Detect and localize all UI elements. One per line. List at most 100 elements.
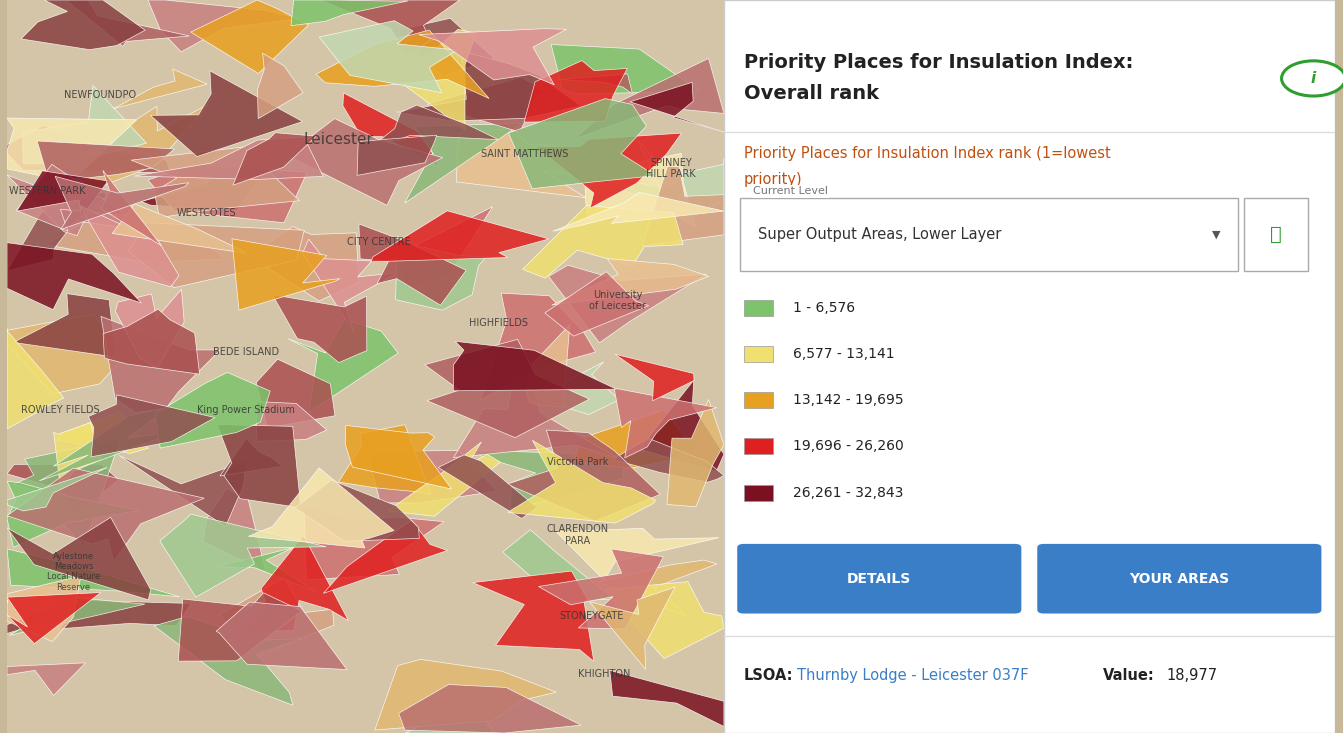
Polygon shape xyxy=(525,325,569,407)
Polygon shape xyxy=(457,128,586,198)
Text: NEWFOUNDPO: NEWFOUNDPO xyxy=(64,90,136,100)
Polygon shape xyxy=(7,468,107,511)
Polygon shape xyxy=(302,239,398,332)
Polygon shape xyxy=(21,0,145,50)
Polygon shape xyxy=(424,339,590,438)
Polygon shape xyxy=(50,600,191,630)
Text: BEDE ISLAND: BEDE ISLAND xyxy=(214,347,279,357)
Polygon shape xyxy=(219,578,334,656)
Polygon shape xyxy=(141,168,261,210)
Polygon shape xyxy=(419,29,567,85)
Text: Aylestone
Meadows
Local Nature
Reserve: Aylestone Meadows Local Nature Reserve xyxy=(47,552,99,592)
Polygon shape xyxy=(399,207,493,288)
Polygon shape xyxy=(368,451,497,503)
Text: KHIGHTON: KHIGHTON xyxy=(579,669,631,679)
Polygon shape xyxy=(396,51,580,121)
FancyBboxPatch shape xyxy=(744,346,774,362)
Polygon shape xyxy=(324,520,447,594)
Polygon shape xyxy=(614,438,724,482)
Polygon shape xyxy=(120,455,246,527)
FancyBboxPatch shape xyxy=(1245,198,1308,271)
Polygon shape xyxy=(55,177,189,229)
Polygon shape xyxy=(506,430,661,521)
Text: Victoria Park: Victoria Park xyxy=(547,457,608,467)
Polygon shape xyxy=(7,314,126,394)
Polygon shape xyxy=(232,133,316,185)
Polygon shape xyxy=(89,395,215,457)
Polygon shape xyxy=(559,74,633,94)
Polygon shape xyxy=(148,163,308,223)
Polygon shape xyxy=(7,576,81,641)
Polygon shape xyxy=(316,30,489,98)
Circle shape xyxy=(1281,61,1343,96)
Polygon shape xyxy=(359,224,466,305)
Polygon shape xyxy=(304,504,445,580)
FancyBboxPatch shape xyxy=(1037,544,1322,614)
Polygon shape xyxy=(154,372,270,448)
Polygon shape xyxy=(179,593,302,661)
Polygon shape xyxy=(642,166,724,246)
Polygon shape xyxy=(606,581,724,659)
Text: ▼: ▼ xyxy=(1213,229,1221,240)
Text: 13,142 - 19,695: 13,142 - 19,695 xyxy=(792,393,904,408)
Polygon shape xyxy=(404,124,522,203)
Polygon shape xyxy=(615,354,694,401)
Text: SAINT MATTHEWS: SAINT MATTHEWS xyxy=(481,149,568,159)
Polygon shape xyxy=(248,468,393,548)
Polygon shape xyxy=(66,0,189,46)
Polygon shape xyxy=(338,424,431,495)
Polygon shape xyxy=(134,137,324,180)
Polygon shape xyxy=(481,293,595,400)
Polygon shape xyxy=(7,592,101,644)
Polygon shape xyxy=(7,192,106,271)
Polygon shape xyxy=(584,153,696,226)
Polygon shape xyxy=(216,602,346,669)
Polygon shape xyxy=(13,439,120,547)
Polygon shape xyxy=(610,671,724,726)
Polygon shape xyxy=(203,488,266,572)
Polygon shape xyxy=(375,660,556,730)
Polygon shape xyxy=(191,0,309,73)
Polygon shape xyxy=(598,560,717,616)
Polygon shape xyxy=(524,61,627,122)
Polygon shape xyxy=(7,118,137,182)
Polygon shape xyxy=(9,597,145,636)
Polygon shape xyxy=(38,141,175,180)
FancyBboxPatch shape xyxy=(737,544,1021,614)
Polygon shape xyxy=(160,514,326,597)
Text: 18,977: 18,977 xyxy=(1166,668,1218,683)
Polygon shape xyxy=(508,441,655,523)
Text: 🔓: 🔓 xyxy=(1270,225,1283,244)
Polygon shape xyxy=(396,236,486,310)
Polygon shape xyxy=(295,480,419,542)
Polygon shape xyxy=(320,0,459,55)
Text: Thurnby Lodge - Leicester 037F: Thurnby Lodge - Leicester 037F xyxy=(796,668,1029,683)
Text: Leicester: Leicester xyxy=(304,132,373,147)
Polygon shape xyxy=(591,175,685,208)
Polygon shape xyxy=(7,243,141,309)
Polygon shape xyxy=(399,685,582,733)
Polygon shape xyxy=(454,342,616,391)
Polygon shape xyxy=(101,317,220,413)
Polygon shape xyxy=(7,481,138,548)
Polygon shape xyxy=(573,410,709,468)
FancyBboxPatch shape xyxy=(724,0,1335,733)
FancyBboxPatch shape xyxy=(7,0,724,733)
Polygon shape xyxy=(103,309,200,375)
Polygon shape xyxy=(7,464,118,519)
Polygon shape xyxy=(39,408,176,481)
Polygon shape xyxy=(58,412,149,454)
Polygon shape xyxy=(257,359,334,428)
Polygon shape xyxy=(614,388,717,458)
Polygon shape xyxy=(16,171,107,217)
Polygon shape xyxy=(345,425,451,489)
Text: WESTERN PARK: WESTERN PARK xyxy=(8,185,85,196)
Polygon shape xyxy=(7,594,81,633)
Text: 19,696 - 26,260: 19,696 - 26,260 xyxy=(792,439,904,454)
Polygon shape xyxy=(522,206,684,278)
Polygon shape xyxy=(552,259,709,305)
Polygon shape xyxy=(551,45,700,94)
Polygon shape xyxy=(148,0,298,52)
Polygon shape xyxy=(556,528,719,581)
Polygon shape xyxy=(502,530,612,602)
